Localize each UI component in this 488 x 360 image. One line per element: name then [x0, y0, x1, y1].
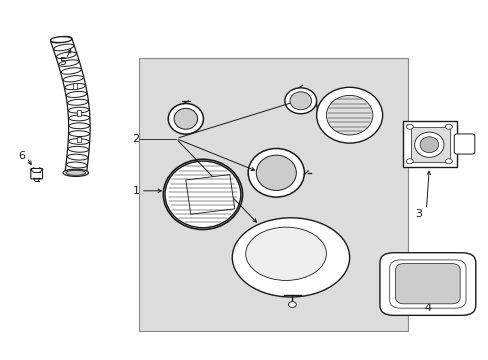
FancyBboxPatch shape: [403, 121, 456, 167]
Ellipse shape: [63, 169, 88, 176]
Text: 5: 5: [59, 57, 66, 67]
Ellipse shape: [66, 170, 85, 175]
Ellipse shape: [174, 108, 197, 129]
FancyBboxPatch shape: [379, 253, 475, 315]
Ellipse shape: [59, 60, 79, 66]
Ellipse shape: [67, 99, 88, 105]
Bar: [139, 58, 407, 331]
Ellipse shape: [245, 227, 325, 280]
Ellipse shape: [69, 123, 89, 129]
Ellipse shape: [63, 76, 83, 82]
Ellipse shape: [67, 154, 88, 160]
Circle shape: [406, 159, 412, 164]
Text: 1: 1: [132, 186, 139, 196]
Ellipse shape: [247, 148, 304, 197]
FancyBboxPatch shape: [453, 134, 474, 154]
Ellipse shape: [69, 131, 89, 136]
Ellipse shape: [61, 68, 81, 74]
Ellipse shape: [164, 161, 240, 228]
Ellipse shape: [256, 155, 296, 190]
Ellipse shape: [56, 52, 76, 59]
FancyBboxPatch shape: [410, 127, 449, 162]
Circle shape: [445, 124, 451, 129]
Ellipse shape: [69, 115, 89, 121]
FancyBboxPatch shape: [73, 84, 77, 89]
Circle shape: [288, 302, 296, 307]
Ellipse shape: [68, 107, 89, 113]
Ellipse shape: [66, 91, 86, 98]
Ellipse shape: [168, 104, 203, 134]
Ellipse shape: [316, 87, 382, 143]
Ellipse shape: [54, 44, 74, 51]
Ellipse shape: [325, 95, 372, 135]
Ellipse shape: [419, 137, 438, 153]
Ellipse shape: [68, 147, 88, 152]
FancyBboxPatch shape: [77, 110, 81, 116]
Ellipse shape: [414, 132, 443, 157]
Polygon shape: [185, 175, 234, 214]
FancyBboxPatch shape: [31, 168, 42, 179]
FancyBboxPatch shape: [77, 136, 81, 143]
Text: 4: 4: [424, 303, 430, 313]
Text: 3: 3: [415, 209, 422, 219]
Ellipse shape: [65, 84, 85, 90]
Text: 2: 2: [132, 134, 139, 144]
Text: 6: 6: [19, 150, 25, 161]
Ellipse shape: [289, 92, 311, 110]
Circle shape: [406, 124, 412, 129]
FancyBboxPatch shape: [395, 264, 459, 304]
Ellipse shape: [284, 88, 316, 114]
Ellipse shape: [68, 139, 89, 144]
Ellipse shape: [51, 36, 71, 43]
Ellipse shape: [65, 170, 86, 176]
Circle shape: [445, 159, 451, 164]
Ellipse shape: [66, 162, 87, 168]
Ellipse shape: [232, 218, 349, 297]
Ellipse shape: [50, 37, 72, 42]
